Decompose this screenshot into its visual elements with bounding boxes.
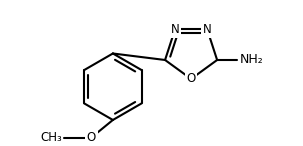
Text: N: N	[171, 23, 179, 36]
Text: NH₂: NH₂	[240, 53, 263, 66]
Text: N: N	[203, 23, 211, 36]
Text: O: O	[186, 72, 196, 85]
Text: O: O	[87, 131, 96, 144]
Text: CH₃: CH₃	[40, 131, 62, 144]
